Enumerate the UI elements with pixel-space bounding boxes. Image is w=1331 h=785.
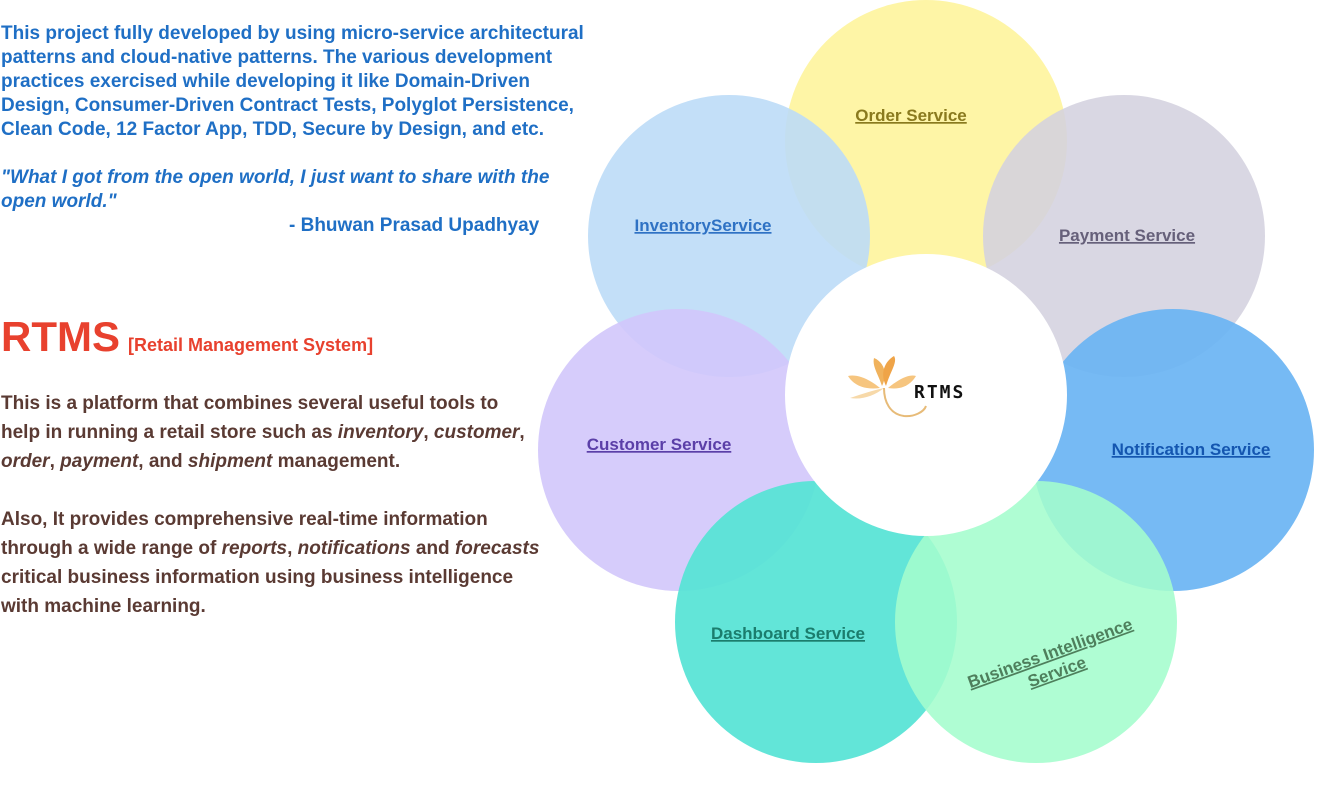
quote-author: - Bhuwan Prasad Upadhyay [289,215,540,236]
rtms-logo-icon [848,356,927,418]
dashboard-service-link[interactable]: Dashboard Service [711,624,865,643]
inventory-service-link[interactable]: InventoryService [634,216,771,235]
inventory-service-circle [588,95,870,377]
product-name: RTMS [1,313,120,360]
intro-paragraph: This project fully developed by using mi… [1,23,584,140]
dashboard-service-circle [675,481,957,763]
order-service-link[interactable]: Order Service [855,106,967,125]
product-description-2: Also, It provides comprehensive real-tim… [1,509,540,617]
product-subtitle: [Retail Management System] [128,335,374,355]
customer-service-link[interactable]: Customer Service [587,435,732,454]
quote: "What I got from the open world, I just … [1,167,550,212]
bi-service-circle [895,481,1177,763]
center-label: RTMS [914,382,965,403]
product-description-1: This is a platform that combines several… [1,393,525,472]
notification-service-link[interactable]: Notification Service [1112,440,1271,459]
payment-service-circle [983,95,1265,377]
center-circle [785,254,1067,536]
product-title-row: RTMS [Retail Management System] [1,312,373,362]
payment-service-link[interactable]: Payment Service [1059,226,1195,245]
